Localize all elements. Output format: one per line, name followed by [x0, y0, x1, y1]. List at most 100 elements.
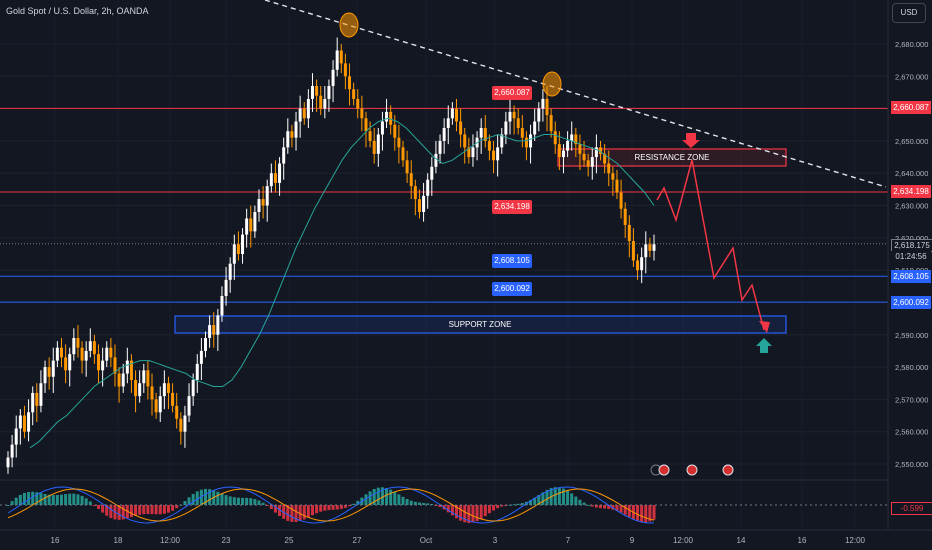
- candle-body: [302, 108, 306, 119]
- candle-body: [68, 354, 72, 371]
- candle-body: [611, 173, 615, 180]
- candle-body: [286, 131, 290, 148]
- candle-body: [232, 244, 236, 264]
- candle-body: [113, 357, 117, 374]
- candle-body: [265, 186, 269, 206]
- candle-body: [636, 260, 640, 271]
- candle-body: [463, 134, 467, 148]
- candle-body: [356, 98, 360, 109]
- candle-body: [146, 370, 150, 387]
- projected-path: [656, 159, 765, 331]
- oscillator-bar: [43, 494, 47, 505]
- oscillator-bar: [92, 505, 96, 506]
- currency-button[interactable]: USD: [892, 3, 926, 23]
- oscillator-bar: [306, 505, 310, 518]
- candle-body: [496, 147, 500, 161]
- level-tag-2608: 2,608.105: [492, 254, 532, 268]
- candle-body: [640, 257, 644, 271]
- candle-body: [154, 399, 158, 413]
- level-tag-2634: 2,634.198: [492, 200, 532, 214]
- oscillator-bar: [607, 505, 611, 509]
- oscillator-bar: [393, 491, 397, 505]
- candle-body: [273, 173, 277, 183]
- candle-body: [158, 396, 162, 413]
- oscillator-bar: [356, 500, 360, 505]
- candle-body: [438, 140, 442, 154]
- price-tick-label: 2,550.000: [895, 460, 928, 469]
- oscillator-bar: [97, 505, 101, 509]
- flag-icon-3: [722, 464, 734, 476]
- candle-body: [191, 380, 195, 397]
- oscillator-bar: [492, 505, 496, 511]
- candle-body: [84, 350, 88, 361]
- candle-body: [619, 192, 623, 209]
- oscillator-bar: [516, 503, 520, 505]
- oscillator-bar: [290, 505, 294, 522]
- oscillator-bar: [561, 488, 565, 505]
- oscillator-bar: [59, 494, 63, 505]
- candle-body: [125, 360, 129, 374]
- oscillator-bar: [175, 505, 179, 509]
- candle-body: [220, 296, 224, 316]
- candle-body: [529, 134, 533, 148]
- time-tick-label: 18: [114, 536, 123, 545]
- oscillator-bar: [541, 492, 545, 505]
- flag-icon-1: [658, 464, 670, 476]
- candle-body: [199, 350, 203, 364]
- candle-body: [549, 115, 553, 132]
- oscillator-bar: [183, 501, 187, 505]
- candle-body: [380, 121, 384, 135]
- oscillator-bar: [545, 489, 549, 505]
- candle-body: [150, 386, 154, 400]
- oscillator-bar: [380, 487, 384, 505]
- oscillator-bar: [146, 505, 150, 514]
- oscillator-bar: [64, 494, 68, 505]
- oscillator-bar: [257, 500, 261, 505]
- candle-body: [323, 98, 327, 109]
- oscillator-bar: [323, 505, 327, 511]
- candle-body: [27, 412, 31, 432]
- oscillator-bar: [261, 502, 265, 505]
- oscillator-bar: [187, 497, 191, 505]
- candle-body: [224, 279, 228, 296]
- candle-body: [88, 341, 92, 351]
- oscillator-bar: [450, 505, 454, 516]
- candle-body: [348, 76, 352, 90]
- candle-body: [39, 383, 43, 406]
- axis-tag-2600: 2,600.092: [891, 296, 931, 309]
- oscillator-bar: [72, 493, 76, 505]
- candle-body: [327, 86, 331, 99]
- oscillator-bar: [249, 498, 253, 505]
- candle-body: [310, 86, 314, 99]
- candle-body: [574, 134, 578, 145]
- oscillator-bar: [84, 498, 88, 505]
- oscillator-bar: [162, 505, 166, 514]
- oscillator-bar: [368, 491, 372, 505]
- candle-body: [101, 360, 105, 371]
- candle-body: [385, 111, 389, 122]
- oscillator-bar: [319, 505, 323, 512]
- candle-body: [261, 199, 265, 206]
- oscillator-bar: [204, 488, 208, 505]
- candle-body: [290, 131, 294, 138]
- candle-body: [409, 173, 413, 187]
- countdown-tag: 01:24:56: [891, 251, 931, 262]
- price-tick-label: 2,620.000: [895, 234, 928, 243]
- candle-body: [253, 212, 257, 232]
- time-tick-label: Oct: [420, 536, 433, 545]
- time-tick-label: 12:00: [160, 536, 181, 545]
- swing-high-marker-2: [542, 71, 562, 97]
- candle-body: [430, 166, 434, 180]
- oscillator-bar: [533, 497, 537, 505]
- oscillator-bar: [245, 497, 249, 505]
- candle-body: [471, 147, 475, 158]
- oscillator-bar: [232, 497, 236, 505]
- time-tick-label: 9: [630, 536, 635, 545]
- time-tick-label: 16: [51, 536, 60, 545]
- candle-body: [631, 241, 635, 261]
- oscillator-bar: [409, 500, 413, 505]
- price-tick-label: 2,560.000: [895, 428, 928, 437]
- oscillator-bar: [603, 505, 607, 509]
- candle-body: [64, 357, 68, 371]
